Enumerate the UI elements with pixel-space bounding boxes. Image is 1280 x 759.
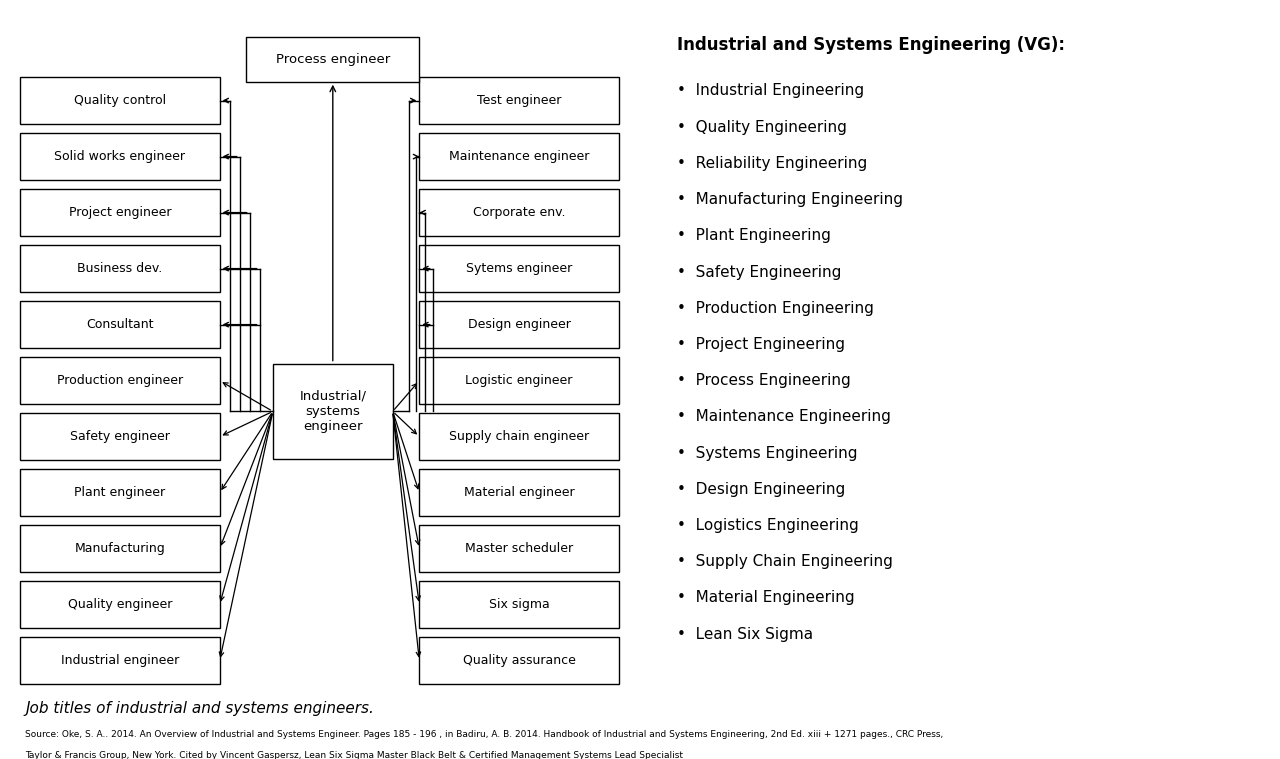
Text: •  Manufacturing Engineering: • Manufacturing Engineering: [677, 192, 904, 207]
FancyBboxPatch shape: [246, 37, 420, 82]
Text: Business dev.: Business dev.: [77, 262, 163, 275]
Text: •  Process Engineering: • Process Engineering: [677, 373, 851, 388]
FancyBboxPatch shape: [420, 581, 620, 628]
FancyBboxPatch shape: [20, 301, 220, 348]
FancyBboxPatch shape: [20, 189, 220, 236]
FancyBboxPatch shape: [20, 469, 220, 516]
Text: Industrial engineer: Industrial engineer: [60, 654, 179, 667]
Text: •  Safety Engineering: • Safety Engineering: [677, 265, 842, 279]
Text: •  Plant Engineering: • Plant Engineering: [677, 228, 831, 244]
Text: Six sigma: Six sigma: [489, 598, 549, 611]
FancyBboxPatch shape: [420, 245, 620, 291]
Text: Material engineer: Material engineer: [463, 487, 575, 499]
Text: Solid works engineer: Solid works engineer: [54, 150, 186, 163]
Text: Manufacturing: Manufacturing: [74, 542, 165, 555]
Text: Industrial and Systems Engineering (VG):: Industrial and Systems Engineering (VG):: [677, 36, 1065, 54]
Text: •  Design Engineering: • Design Engineering: [677, 482, 846, 496]
FancyBboxPatch shape: [20, 638, 220, 684]
Text: •  Material Engineering: • Material Engineering: [677, 591, 855, 606]
Text: Test engineer: Test engineer: [477, 94, 562, 107]
Text: •  Industrial Engineering: • Industrial Engineering: [677, 83, 864, 99]
FancyBboxPatch shape: [20, 525, 220, 572]
Text: Design engineer: Design engineer: [467, 318, 571, 331]
FancyBboxPatch shape: [420, 77, 620, 124]
FancyBboxPatch shape: [20, 414, 220, 460]
Text: •  Quality Engineering: • Quality Engineering: [677, 120, 847, 134]
Text: Production engineer: Production engineer: [56, 374, 183, 387]
Text: Sytems engineer: Sytems engineer: [466, 262, 572, 275]
Text: Quality control: Quality control: [74, 94, 166, 107]
Text: Consultant: Consultant: [86, 318, 154, 331]
Text: Master scheduler: Master scheduler: [465, 542, 573, 555]
FancyBboxPatch shape: [20, 245, 220, 291]
FancyBboxPatch shape: [420, 414, 620, 460]
FancyBboxPatch shape: [420, 189, 620, 236]
FancyBboxPatch shape: [20, 357, 220, 404]
Text: Job titles of industrial and systems engineers.: Job titles of industrial and systems eng…: [26, 701, 374, 716]
Text: •  Reliability Engineering: • Reliability Engineering: [677, 156, 868, 171]
Text: Maintenance engineer: Maintenance engineer: [449, 150, 589, 163]
Text: •  Project Engineering: • Project Engineering: [677, 337, 845, 352]
Text: Project engineer: Project engineer: [69, 206, 172, 219]
Text: Source: Oke, S. A.. 2014. An Overview of Industrial and Systems Engineer. Pages : Source: Oke, S. A.. 2014. An Overview of…: [26, 730, 943, 739]
Text: Quality engineer: Quality engineer: [68, 598, 172, 611]
FancyBboxPatch shape: [273, 364, 393, 459]
FancyBboxPatch shape: [420, 638, 620, 684]
Text: Corporate env.: Corporate env.: [472, 206, 566, 219]
Text: Plant engineer: Plant engineer: [74, 487, 165, 499]
Text: Logistic engineer: Logistic engineer: [466, 374, 573, 387]
Text: •  Systems Engineering: • Systems Engineering: [677, 446, 858, 461]
FancyBboxPatch shape: [420, 469, 620, 516]
FancyBboxPatch shape: [20, 77, 220, 124]
FancyBboxPatch shape: [420, 301, 620, 348]
Text: •  Supply Chain Engineering: • Supply Chain Engineering: [677, 554, 893, 569]
Text: •  Production Engineering: • Production Engineering: [677, 301, 874, 316]
Text: Industrial/
systems
engineer: Industrial/ systems engineer: [300, 390, 366, 433]
FancyBboxPatch shape: [420, 525, 620, 572]
Text: Taylor & Francis Group, New York. Cited by Vincent Gaspersz, Lean Six Sigma Mast: Taylor & Francis Group, New York. Cited …: [26, 751, 684, 759]
Text: Quality assurance: Quality assurance: [463, 654, 576, 667]
Text: Process engineer: Process engineer: [275, 53, 390, 66]
FancyBboxPatch shape: [420, 134, 620, 180]
Text: •  Lean Six Sigma: • Lean Six Sigma: [677, 626, 814, 641]
Text: •  Maintenance Engineering: • Maintenance Engineering: [677, 409, 891, 424]
Text: •  Logistics Engineering: • Logistics Engineering: [677, 518, 859, 533]
Text: Supply chain engineer: Supply chain engineer: [449, 430, 589, 443]
FancyBboxPatch shape: [20, 581, 220, 628]
FancyBboxPatch shape: [420, 357, 620, 404]
FancyBboxPatch shape: [20, 134, 220, 180]
Text: Safety engineer: Safety engineer: [70, 430, 170, 443]
